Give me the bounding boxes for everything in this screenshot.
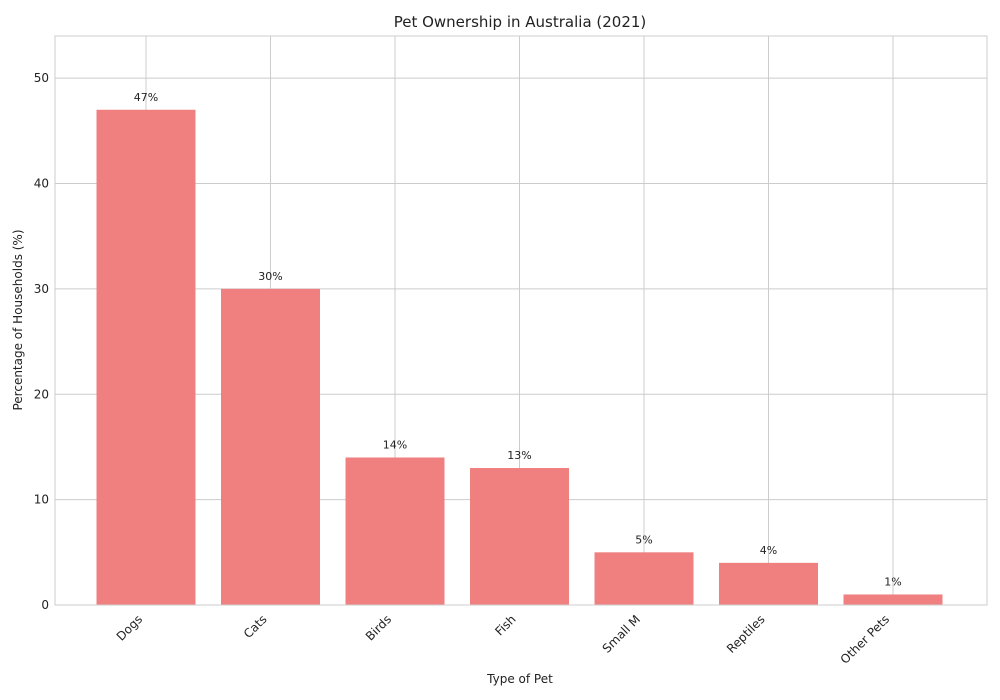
data-label: 14% — [383, 438, 407, 451]
x-tick-label: Dogs — [114, 612, 145, 643]
bar — [96, 109, 196, 605]
bar — [221, 288, 320, 605]
y-tick-label: 0 — [41, 598, 49, 612]
y-tick-label: 30 — [34, 282, 49, 296]
bar — [843, 594, 943, 605]
x-axis-ticks: Dogs Cats Birds Fish Small M Reptiles Other Pe… — [114, 612, 892, 666]
x-tick-label: Fish — [492, 612, 518, 638]
x-tick-label: Reptiles — [724, 612, 768, 656]
x-tick-label: Cats — [241, 612, 270, 641]
y-tick-label: 50 — [34, 71, 49, 85]
bar — [345, 457, 445, 605]
bar — [594, 552, 694, 605]
x-tick-label: Small M — [600, 612, 643, 655]
bars — [96, 109, 943, 605]
y-tick-label: 40 — [34, 177, 49, 191]
y-axis-label: Percentage of Households (%) — [11, 229, 25, 410]
data-label: 30% — [258, 270, 282, 283]
data-label: 5% — [635, 533, 652, 546]
y-tick-label: 20 — [34, 387, 49, 401]
bar — [719, 562, 818, 605]
bar — [470, 468, 569, 605]
grid-lines — [55, 36, 987, 606]
y-tick-label: 10 — [34, 493, 49, 507]
plot-frame — [54, 35, 988, 606]
chart-title: Pet Ownership in Australia (2021) — [394, 13, 647, 31]
x-tick-label: Birds — [363, 612, 394, 643]
x-tick-label: Other Pets — [838, 612, 892, 666]
data-label: 47% — [134, 91, 158, 104]
data-label: 4% — [760, 544, 777, 557]
data-labels: 47% 30% 14% 13% 5% 4% 1% — [134, 91, 902, 589]
data-label: 1% — [884, 575, 901, 588]
data-label: 13% — [507, 449, 531, 462]
y-axis-ticks: 0 10 20 30 40 50 — [34, 71, 49, 612]
x-axis-label: Type of Pet — [486, 672, 553, 686]
